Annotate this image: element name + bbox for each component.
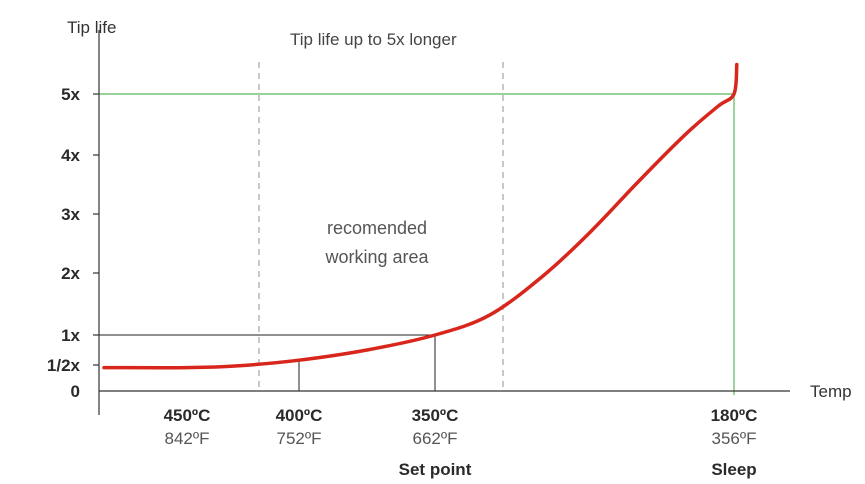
working-area-label-line-1: working area [324,247,429,267]
y-tick-label-6: 0 [71,382,80,401]
x-tick-label-c-2: 350ºC [412,406,459,425]
y-tick-label-1: 4x [61,146,80,165]
working-area-label-line-0: recomended [327,218,427,238]
x-tick-note-3: Sleep [711,460,756,479]
x-tick-label-c-3: 180ºC [711,406,758,425]
y-tick-label-3: 2x [61,264,80,283]
y-tick-label-4: 1x [61,326,80,345]
labels-layer: 5x 4x 3x 2x 1x 1/2x 0 450ºC 842ºF 400ºC 752ºF 350ºC… [47,18,852,479]
reference-lines [99,62,735,395]
y-tick-label-0: 5x [61,85,80,104]
x-tick-label-f-1: 752ºF [277,429,322,448]
x-axis-title: Temp [810,382,852,401]
y-axis-title: Tip life [67,18,116,37]
x-tick-label-c-0: 450ºC [164,406,211,425]
chart-title: Tip life up to 5x longer [290,30,457,49]
tip-life-curve [102,62,739,370]
x-tick-label-c-1: 400ºC [276,406,323,425]
y-tick-label-2: 3x [61,205,80,224]
x-tick-label-f-0: 842ºF [165,429,210,448]
curve-layer [102,62,739,370]
x-tick-note-2: Set point [399,460,472,479]
x-tick-label-f-3: 356ºF [712,429,757,448]
axes [93,30,790,415]
x-tick-label-f-2: 662ºF [413,429,458,448]
y-tick-label-5: 1/2x [47,356,81,375]
